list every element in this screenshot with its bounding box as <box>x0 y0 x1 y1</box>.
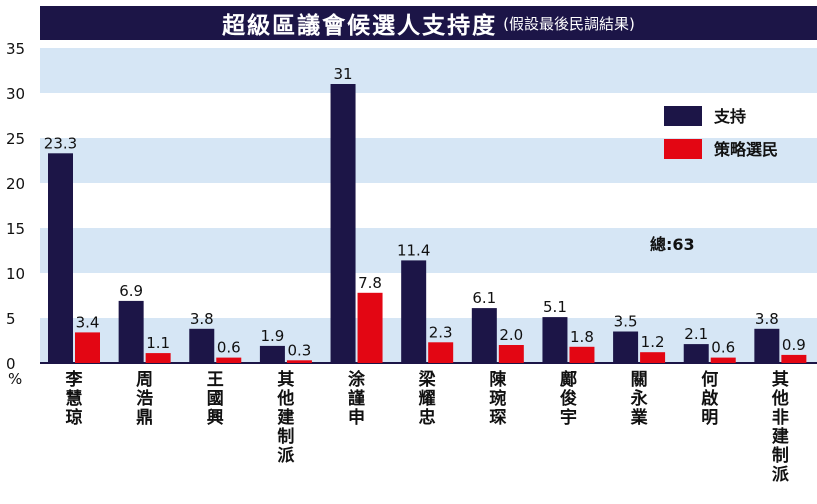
value-label: 6.1 <box>472 289 496 307</box>
chart-subtitle: (假設最後民調結果) <box>503 14 635 33</box>
value-labels: 23.3 6.9 3.8 1.9 31 11.4 6.1 5.1 3.5 2.1 3.8 3.4 1.1… <box>44 65 806 359</box>
bar-strategic-3 <box>286 360 312 363</box>
category-label: 周浩鼎 <box>136 370 153 428</box>
bar-strategic-10 <box>781 354 807 363</box>
y-tick-label: 10 <box>6 265 25 283</box>
category-label: 梁耀忠 <box>418 369 437 428</box>
value-label: 3.4 <box>76 313 100 331</box>
bar-support-8 <box>613 331 639 363</box>
legend-swatch-0 <box>664 106 702 126</box>
value-label: 2.1 <box>684 325 708 343</box>
y-tick-label: 0 <box>6 355 16 373</box>
legend-label-0: 支持 <box>713 107 746 126</box>
bar-support-0 <box>48 153 73 363</box>
bar-strategic-5 <box>428 342 454 363</box>
bar-strategic-9 <box>710 357 736 363</box>
category-label: 何啟明 <box>701 369 719 428</box>
value-label: 23.3 <box>44 134 77 152</box>
y-tick-label: 25 <box>6 130 25 148</box>
bar-strategic-4 <box>357 292 383 363</box>
value-label: 1.1 <box>146 334 170 352</box>
bar-support-5 <box>401 260 427 363</box>
chart-title-bar: 超級區議會候選人支持度 (假設最後民調結果) <box>40 6 817 40</box>
y-tick-label: 15 <box>6 220 25 238</box>
category-labels: 李慧琼 周浩鼎 王國興 其他建制派 涂謹申 梁耀忠 陳琬琛 鄺俊宇 關永業 何啟明 其他非建制派 <box>66 369 790 485</box>
category-label: 其他非建制派 <box>771 369 790 485</box>
grid-band-2 <box>40 228 817 273</box>
bar-strategic-0 <box>75 332 100 363</box>
value-label: 0.6 <box>217 339 241 357</box>
value-label: 2.0 <box>499 326 523 344</box>
value-label: 0.6 <box>711 339 735 357</box>
y-axis-ticks: 0 5 10 15 20 25 30 35 <box>6 40 25 373</box>
category-label: 鄺俊宇 <box>560 369 577 428</box>
value-label: 3.5 <box>614 313 638 331</box>
value-label: 6.9 <box>119 282 143 300</box>
value-label: 3.8 <box>755 310 779 328</box>
bar-support-10 <box>754 328 780 363</box>
bar-support-7 <box>542 317 568 363</box>
grid-band-3 <box>40 183 817 228</box>
y-tick-label: 20 <box>6 175 25 193</box>
category-label: 陳琬琛 <box>489 369 507 428</box>
y-tick-label: 30 <box>6 85 25 103</box>
chart-title: 超級區議會候選人支持度 <box>222 13 498 39</box>
category-label: 王國興 <box>207 370 224 428</box>
value-label: 1.2 <box>641 333 665 351</box>
bar-support-3 <box>259 345 285 363</box>
value-label: 0.3 <box>287 341 311 359</box>
category-label: 其他建制派 <box>276 369 295 466</box>
grid-bands <box>40 48 817 364</box>
bar-support-6 <box>471 308 497 363</box>
category-label: 李慧琼 <box>66 369 83 428</box>
value-label: 5.1 <box>543 298 567 316</box>
value-label: 3.8 <box>190 310 214 328</box>
y-tick-label: 5 <box>6 310 16 328</box>
y-axis-unit-label: % <box>8 370 22 388</box>
category-label: 關永業 <box>630 370 648 428</box>
bar-strategic-7 <box>569 346 595 363</box>
bar-support-4 <box>330 84 356 363</box>
y-tick-label: 35 <box>6 40 25 58</box>
value-label: 11.4 <box>397 241 430 259</box>
value-label: 7.8 <box>358 274 382 292</box>
category-label: 涂謹申 <box>348 369 366 428</box>
bars <box>48 84 807 363</box>
bar-support-9 <box>683 344 709 363</box>
bar-strategic-8 <box>640 352 666 363</box>
grid-band-6 <box>40 48 817 93</box>
value-label: 31 <box>333 65 352 83</box>
grid-band-1 <box>40 273 817 318</box>
bar-strategic-1 <box>145 353 171 363</box>
value-label: 0.9 <box>782 336 806 354</box>
value-label: 1.8 <box>570 328 594 346</box>
bar-support-2 <box>189 328 215 363</box>
total-annotation: 總:63 <box>650 235 695 254</box>
legend-swatch-1 <box>664 139 702 159</box>
bar-strategic-2 <box>216 357 242 363</box>
value-label: 1.9 <box>260 327 284 345</box>
bar-support-1 <box>118 300 144 363</box>
legend-label-1: 策略選民 <box>713 140 778 159</box>
bar-strategic-6 <box>498 345 524 363</box>
value-label: 2.3 <box>429 323 453 341</box>
